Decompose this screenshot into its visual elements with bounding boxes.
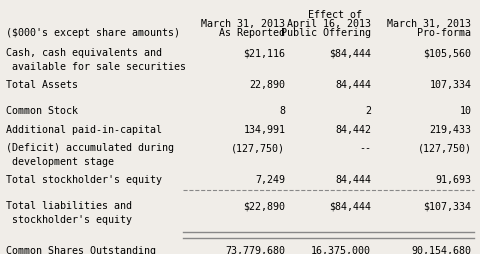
- Text: development stage: development stage: [6, 156, 114, 167]
- Text: Common Stock: Common Stock: [6, 106, 78, 116]
- Text: 7,249: 7,249: [255, 175, 285, 185]
- Text: Total liabilities and: Total liabilities and: [6, 201, 132, 211]
- Text: 219,433: 219,433: [430, 124, 471, 134]
- Text: 22,890: 22,890: [249, 80, 285, 90]
- Text: 134,991: 134,991: [243, 124, 285, 134]
- Text: Total Assets: Total Assets: [6, 80, 78, 90]
- Text: 84,444: 84,444: [335, 80, 371, 90]
- Text: March 31, 2013: March 31, 2013: [201, 19, 285, 29]
- Text: $21,116: $21,116: [243, 48, 285, 58]
- Text: 84,444: 84,444: [335, 175, 371, 185]
- Text: (127,750): (127,750): [231, 143, 285, 153]
- Text: 8: 8: [279, 106, 285, 116]
- Text: (127,750): (127,750): [418, 143, 471, 153]
- Text: $105,560: $105,560: [423, 48, 471, 58]
- Text: Total stockholder's equity: Total stockholder's equity: [6, 175, 162, 185]
- Text: $84,444: $84,444: [329, 48, 371, 58]
- Text: 16,375,000: 16,375,000: [311, 245, 371, 254]
- Text: Effect of: Effect of: [309, 10, 362, 20]
- Text: stockholder's equity: stockholder's equity: [6, 214, 132, 224]
- Text: Cash, cash equivalents and: Cash, cash equivalents and: [6, 48, 162, 58]
- Text: $107,334: $107,334: [423, 201, 471, 211]
- Text: 73,779,680: 73,779,680: [225, 245, 285, 254]
- Text: March 31, 2013: March 31, 2013: [387, 19, 471, 29]
- Text: 90,154,680: 90,154,680: [411, 245, 471, 254]
- Text: April 16, 2013: April 16, 2013: [287, 19, 371, 29]
- Text: Common Shares Outstanding: Common Shares Outstanding: [6, 245, 156, 254]
- Text: available for sale securities: available for sale securities: [6, 62, 186, 72]
- Text: Additional paid-in-capital: Additional paid-in-capital: [6, 124, 162, 134]
- Text: $22,890: $22,890: [243, 201, 285, 211]
- Text: 10: 10: [459, 106, 471, 116]
- Text: 91,693: 91,693: [435, 175, 471, 185]
- Text: Pro-forma: Pro-forma: [418, 28, 471, 38]
- Text: 107,334: 107,334: [430, 80, 471, 90]
- Text: (Deficit) accumulated during: (Deficit) accumulated during: [6, 143, 174, 153]
- Text: Public Offering: Public Offering: [281, 28, 371, 38]
- Text: As Reported: As Reported: [219, 28, 285, 38]
- Text: ($000's except share amounts): ($000's except share amounts): [6, 28, 180, 38]
- Text: 84,442: 84,442: [335, 124, 371, 134]
- Text: 2: 2: [365, 106, 371, 116]
- Text: --: --: [359, 143, 371, 153]
- Text: $84,444: $84,444: [329, 201, 371, 211]
